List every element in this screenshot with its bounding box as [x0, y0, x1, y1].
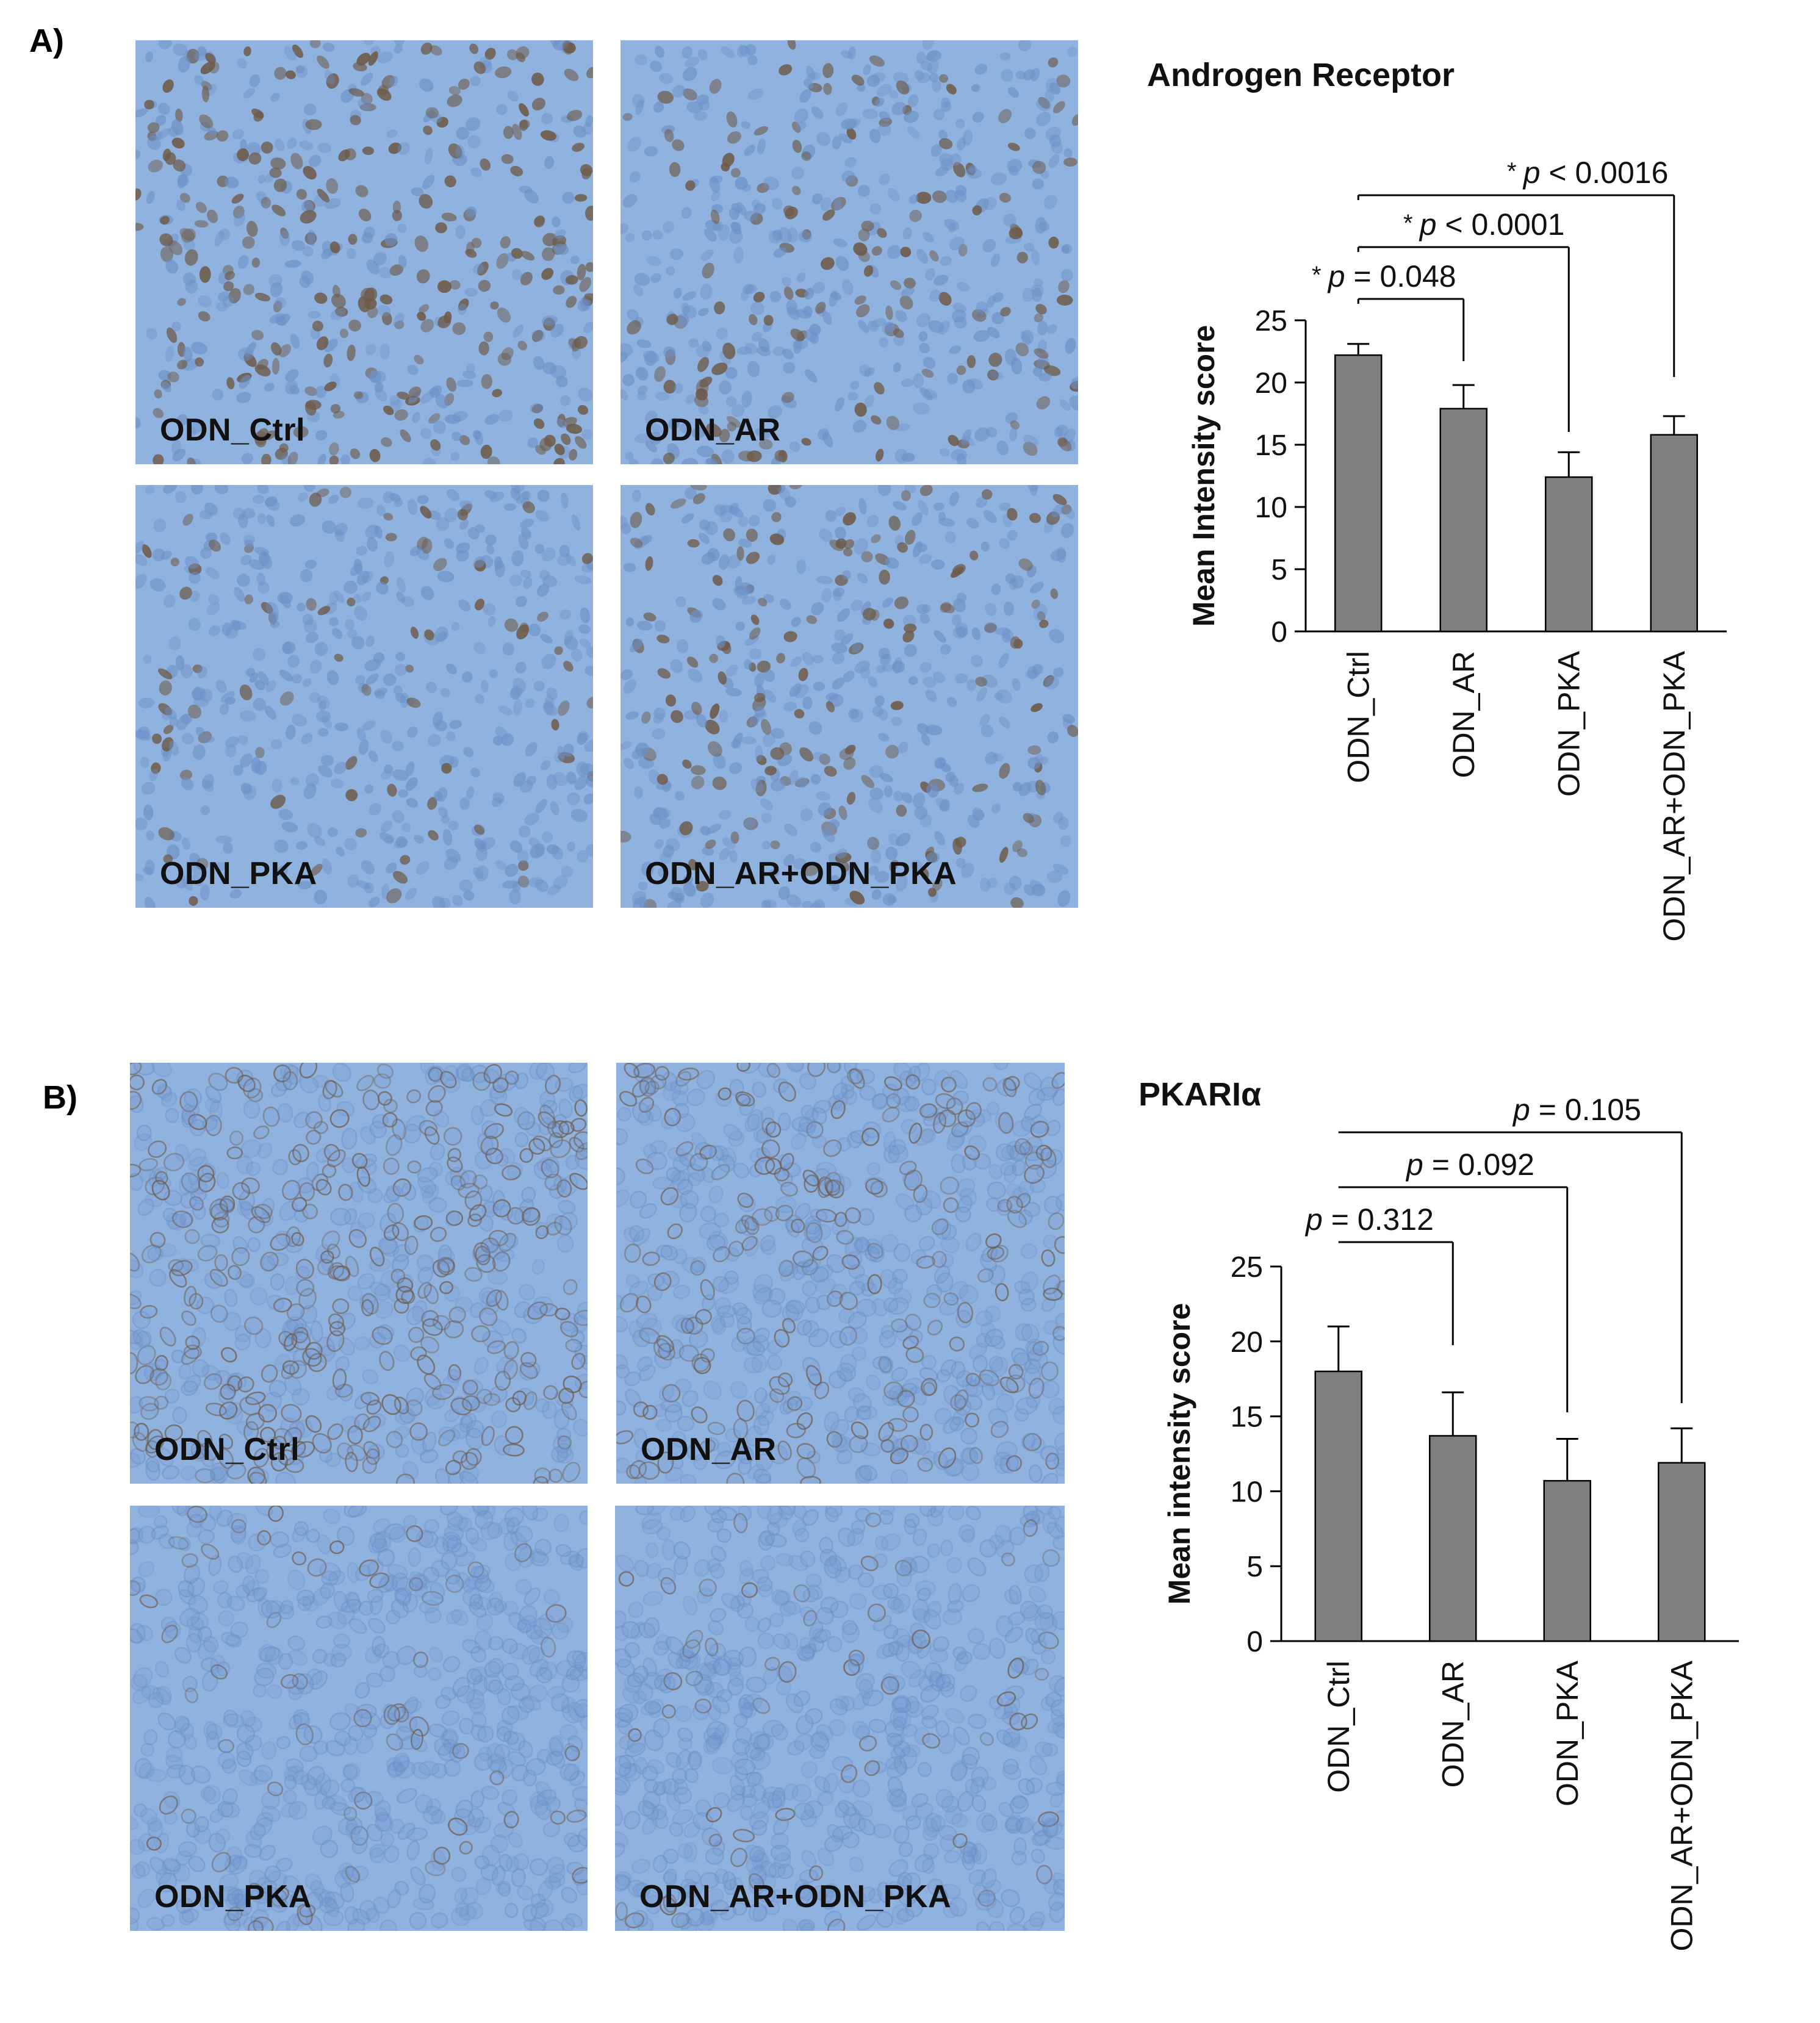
- tissue-texture: [130, 1506, 588, 1931]
- p-value-label: p = 0.092: [1405, 1148, 1534, 1182]
- chart-title-pkari-alpha: PKARIα: [1138, 1076, 1262, 1113]
- y-tick-label: 25: [1231, 1251, 1263, 1284]
- y-tick-label: 0: [1246, 1626, 1263, 1658]
- micrograph-b-odn-ar-pka: ODN_AR+ODN_PKA: [615, 1506, 1065, 1931]
- p-value-label: p = 0.105: [1512, 1093, 1641, 1127]
- panel-a-label: A): [29, 23, 64, 59]
- y-tick-label: 5: [1246, 1551, 1263, 1583]
- micrograph-a-odn-ar-pka: ODN_AR+ODN_PKA: [620, 485, 1078, 908]
- p-value-label: * p < 0.0016: [1507, 156, 1668, 190]
- tissue-texture: [130, 1063, 588, 1484]
- tissue-texture: [620, 485, 1078, 908]
- tissue-texture: [620, 40, 1078, 464]
- bar: [1314, 1370, 1362, 1642]
- bar: [1334, 354, 1383, 633]
- micrograph-b-odn-ctrl: ODN_Ctrl: [130, 1063, 588, 1484]
- tissue-texture: [615, 1506, 1065, 1931]
- bar-chart-androgen-receptor: 0 5 10 15 20 25 Mean Intensity score ODN_Ctrl OD…: [1187, 156, 1727, 942]
- y-axis-label: Mean Intensity score: [1187, 325, 1221, 627]
- micrograph-a-odn-pka: ODN_PKA: [135, 485, 593, 908]
- y-tick-label: 25: [1255, 305, 1287, 337]
- bar: [1439, 408, 1487, 633]
- p-value-label: * p = 0.048: [1312, 259, 1456, 293]
- micrograph-b-odn-ar: ODN_AR: [616, 1063, 1065, 1484]
- x-tick-label: ODN_AR: [1447, 651, 1481, 778]
- micrograph-label: ODN_PKA: [154, 1879, 312, 1914]
- y-axis-label: Mean intensity score: [1162, 1303, 1196, 1605]
- y-tick-label: 15: [1231, 1401, 1263, 1434]
- micrograph-label: ODN_AR: [645, 412, 781, 448]
- x-tick-label: ODN_Ctrl: [1341, 651, 1375, 783]
- tissue-texture: [135, 485, 593, 908]
- y-tick-label: 20: [1231, 1326, 1263, 1359]
- x-tick-label: ODN_AR: [1436, 1661, 1470, 1788]
- micrograph-b-odn-pka: ODN_PKA: [130, 1506, 588, 1931]
- bar: [1543, 1479, 1591, 1642]
- p-value-label: * p < 0.0001: [1403, 207, 1564, 242]
- micrograph-label: ODN_Ctrl: [154, 1432, 300, 1467]
- bar: [1658, 1462, 1706, 1642]
- x-tick-label: ODN_PKA: [1552, 650, 1586, 797]
- micrograph-a-odn-ar: ODN_AR: [620, 40, 1078, 464]
- y-tick-label: 10: [1255, 492, 1287, 524]
- bar: [1545, 476, 1593, 633]
- y-tick-label: 15: [1255, 429, 1287, 462]
- tissue-texture: [616, 1063, 1065, 1484]
- micrograph-label: ODN_AR+ODN_PKA: [639, 1879, 952, 1914]
- y-tick-label: 10: [1231, 1476, 1263, 1508]
- micrograph-label: ODN_AR+ODN_PKA: [645, 856, 957, 891]
- micrograph-label: ODN_AR: [641, 1432, 777, 1467]
- bar: [1650, 434, 1698, 633]
- tissue-texture: [135, 40, 593, 464]
- panel-b-label: B): [43, 1079, 77, 1116]
- bar-chart-pkari-alpha: 0 5 10 15 20 25 Mean intensity score ODN_Ctrl OD…: [1162, 1093, 1739, 1952]
- micrograph-a-odn-ctrl: ODN_Ctrl: [135, 40, 593, 464]
- y-tick-label: 0: [1271, 616, 1287, 649]
- y-tick-label: 20: [1255, 367, 1287, 400]
- bar: [1429, 1435, 1477, 1642]
- micrograph-label: ODN_Ctrl: [160, 412, 306, 448]
- y-tick-label: 5: [1271, 554, 1287, 586]
- micrograph-label: ODN_PKA: [160, 856, 317, 891]
- chart-title-androgen-receptor: Androgen Receptor: [1147, 57, 1455, 93]
- x-tick-label: ODN_AR+ODN_PKA: [1657, 650, 1691, 941]
- x-tick-label: ODN_Ctrl: [1322, 1661, 1356, 1793]
- x-tick-label: ODN_AR+ODN_PKA: [1664, 1660, 1699, 1951]
- x-tick-label: ODN_PKA: [1550, 1660, 1584, 1806]
- p-value-label: p = 0.312: [1304, 1202, 1434, 1237]
